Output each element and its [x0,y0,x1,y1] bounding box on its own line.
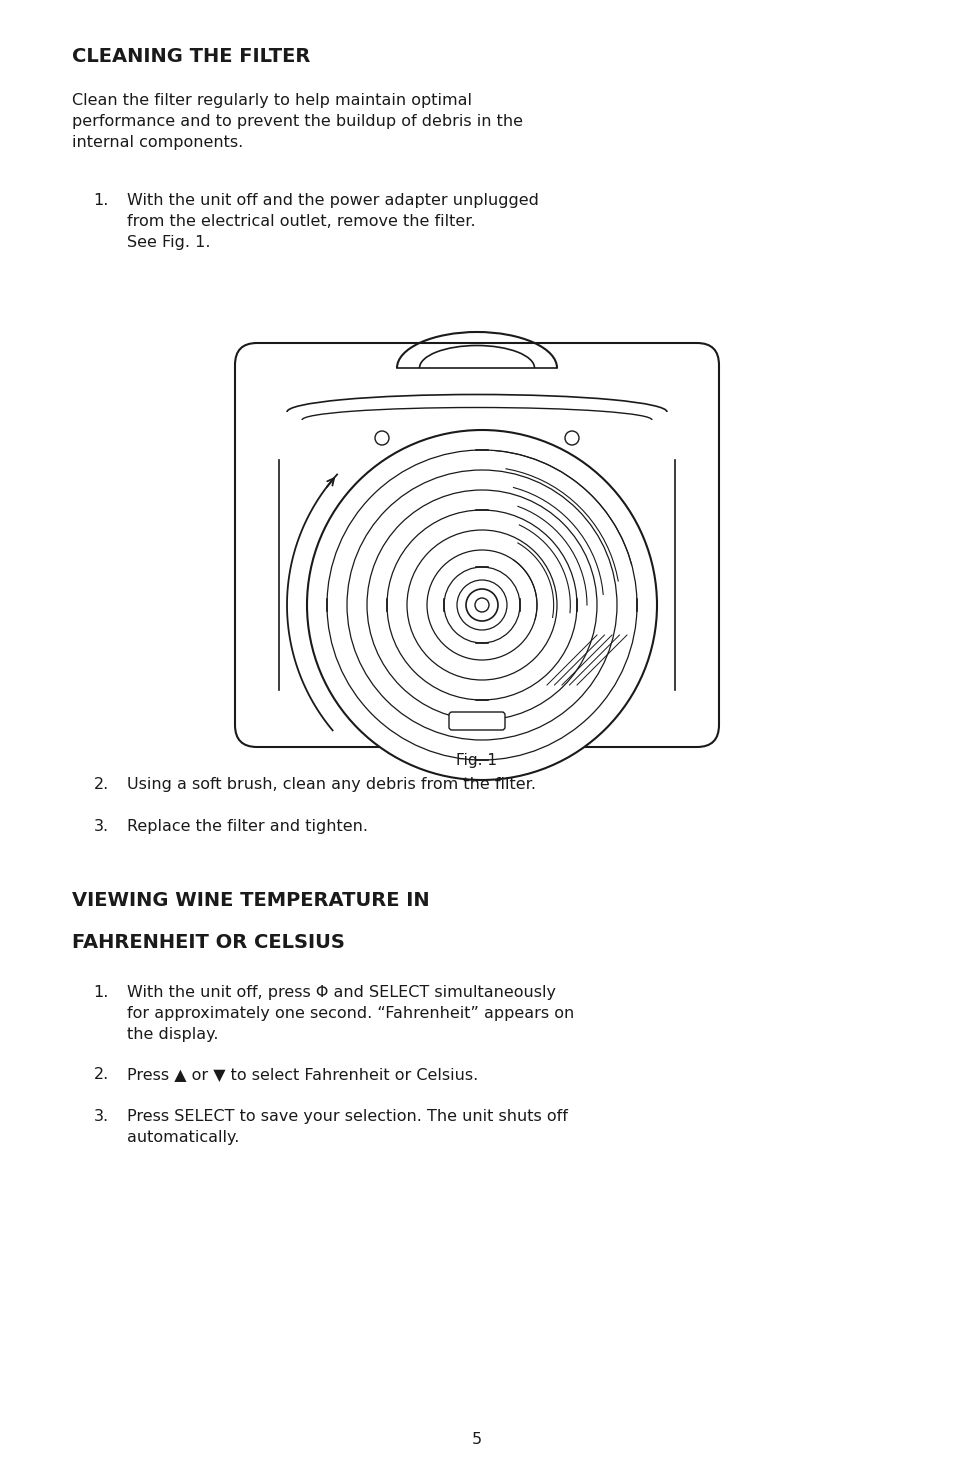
Text: With the unit off and the power adapter unplugged
from the electrical outlet, re: With the unit off and the power adapter … [127,193,537,249]
Text: Clean the filter regularly to help maintain optimal
performance and to prevent t: Clean the filter regularly to help maint… [71,93,522,150]
Text: 2.: 2. [93,777,109,792]
Ellipse shape [465,589,497,621]
Text: Replace the filter and tighten.: Replace the filter and tighten. [127,819,367,833]
Circle shape [564,431,578,445]
FancyBboxPatch shape [449,712,504,730]
Text: 1.: 1. [93,193,109,208]
Text: Press SELECT to save your selection. The unit shuts off
automatically.: Press SELECT to save your selection. The… [127,1109,567,1145]
Ellipse shape [307,431,657,780]
Circle shape [475,597,489,612]
FancyBboxPatch shape [234,344,719,746]
Text: 1.: 1. [93,985,109,1000]
Text: VIEWING WINE TEMPERATURE IN: VIEWING WINE TEMPERATURE IN [71,891,429,910]
Text: Press ▲ or ▼ to select Fahrenheit or Celsius.: Press ▲ or ▼ to select Fahrenheit or Cel… [127,1066,477,1083]
Text: 5: 5 [472,1432,481,1447]
Circle shape [375,431,389,445]
Text: 2.: 2. [93,1066,109,1083]
Text: FAHRENHEIT OR CELSIUS: FAHRENHEIT OR CELSIUS [71,934,344,951]
Text: With the unit off, press Φ and SELECT simultaneously
for approximately one secon: With the unit off, press Φ and SELECT si… [127,985,573,1041]
Text: Fig. 1: Fig. 1 [456,754,497,768]
Text: Using a soft brush, clean any debris from the filter.: Using a soft brush, clean any debris fro… [127,777,535,792]
Text: 3.: 3. [93,1109,109,1124]
Text: 3.: 3. [93,819,109,833]
Text: CLEANING THE FILTER: CLEANING THE FILTER [71,47,310,66]
